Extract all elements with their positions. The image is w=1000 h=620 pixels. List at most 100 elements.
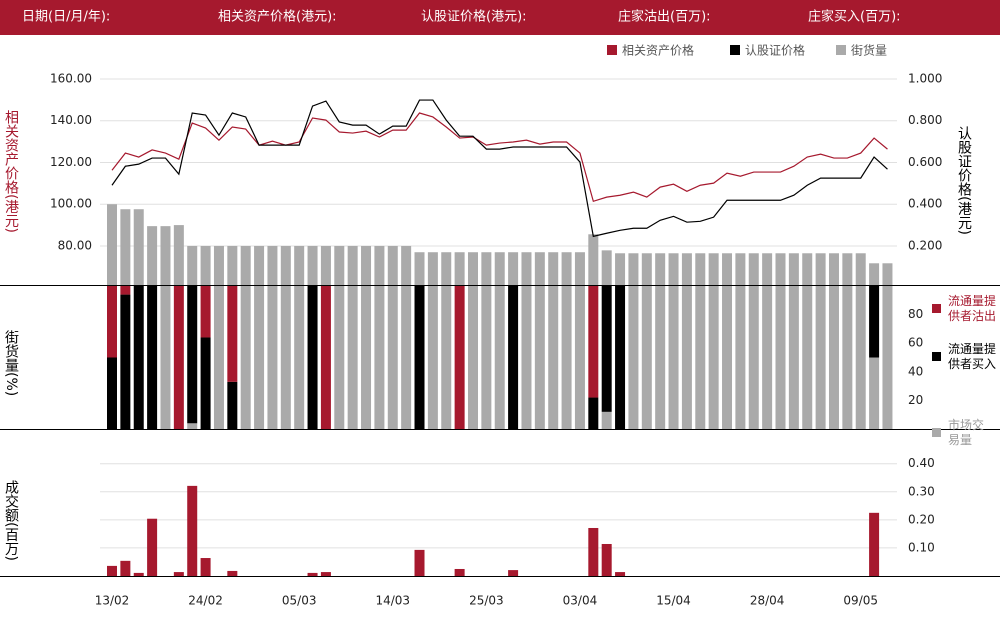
bar-segment	[588, 397, 599, 429]
bar-segment	[401, 286, 412, 429]
bar-segment	[534, 286, 545, 429]
bar	[147, 518, 158, 576]
bar	[200, 245, 211, 285]
bar-segment	[601, 286, 612, 412]
header-label: 认股证价格(港元):	[421, 9, 527, 25]
bar	[494, 252, 505, 285]
bar-segment	[467, 286, 478, 429]
bar	[668, 253, 679, 285]
bar-segment	[213, 286, 224, 429]
y-axis-title: 相关资产价格 (港元)	[2, 110, 19, 233]
legend-label: 流通量提供者沽出	[948, 294, 997, 323]
bar	[601, 543, 612, 576]
bar-segment	[147, 286, 158, 429]
y-tick-label: 0.20	[908, 512, 935, 526]
bar-segment	[574, 286, 585, 429]
legend-swatch	[836, 45, 846, 55]
bar-segment	[200, 286, 211, 338]
bar-segment	[120, 286, 131, 295]
bar	[508, 570, 519, 576]
bar-segment	[762, 286, 773, 429]
bar	[574, 252, 585, 285]
y-tick-label: 0.800	[908, 113, 942, 127]
bar-segment	[334, 286, 345, 429]
y-unit: (百万)	[3, 522, 19, 561]
y-tick-label: 1.000	[908, 71, 942, 85]
y-tick-label: 0.40	[908, 456, 935, 470]
header-label: 日期(日/月/年):	[22, 10, 110, 25]
y-unit: (港元)	[3, 194, 19, 233]
bar	[227, 570, 238, 576]
y-label: 街货量	[3, 330, 19, 372]
bar	[200, 558, 211, 576]
bar-segment	[387, 286, 398, 429]
header-label: 庄家买入(百万):	[808, 9, 901, 25]
bar-segment	[187, 286, 198, 424]
y-axis-title: 成交额 (百万)	[2, 480, 19, 561]
bar-segment	[842, 286, 853, 429]
bar-segment	[655, 286, 666, 429]
bar-segment	[320, 286, 331, 429]
bar	[748, 253, 759, 285]
bar-segment	[481, 286, 492, 429]
bar	[842, 253, 853, 285]
bar-segment	[454, 286, 465, 429]
bar-segment	[414, 286, 425, 429]
y-tick-label: 0.400	[908, 197, 942, 211]
bar	[508, 252, 519, 285]
bar-segment	[107, 357, 117, 429]
bar	[588, 527, 599, 576]
bar	[695, 253, 706, 285]
bar	[775, 253, 786, 285]
bar	[762, 253, 773, 285]
bar	[641, 253, 652, 285]
bar-segment	[855, 286, 866, 429]
bar-segment	[641, 286, 652, 429]
bar	[361, 245, 372, 285]
bar	[347, 245, 358, 285]
bar-segment	[361, 286, 372, 429]
bar	[869, 263, 880, 285]
bar-segment	[187, 423, 198, 429]
bar-segment	[601, 411, 612, 429]
bar	[294, 245, 305, 285]
bar-segment	[628, 286, 639, 429]
header-label: 庄家沽出(百万):	[618, 9, 711, 25]
bar	[454, 568, 465, 576]
line	[111, 99, 888, 238]
x-tick-label: 15/04	[656, 594, 691, 608]
bar	[548, 252, 559, 285]
bar	[615, 572, 626, 576]
x-tick-label: 14/03	[375, 594, 410, 608]
bar	[628, 253, 639, 285]
bar-segment	[133, 286, 144, 429]
bar-segment	[307, 286, 318, 429]
bar	[722, 253, 733, 285]
bar	[561, 252, 572, 285]
bar	[173, 572, 184, 576]
legend-swatch	[730, 45, 740, 55]
bar	[414, 549, 425, 576]
y-tick-label: 80	[908, 307, 923, 321]
bar	[467, 252, 478, 285]
bar-segment	[882, 286, 893, 429]
bar-segment	[347, 286, 358, 429]
header-label: 相关资产价格(港元):	[218, 9, 337, 25]
bar-segment	[294, 286, 305, 429]
bar	[454, 252, 465, 285]
bar-segment	[869, 286, 880, 358]
bar-segment	[869, 357, 880, 429]
bar-segment	[668, 286, 679, 429]
bar-segment	[107, 286, 117, 358]
y-tick-label: 0.10	[908, 540, 935, 554]
bar	[427, 252, 438, 285]
bar	[254, 245, 265, 285]
legend-label: 认股证价格	[745, 43, 805, 58]
bar	[107, 204, 117, 285]
y-tick-label: 40	[908, 364, 923, 378]
bar	[615, 253, 626, 285]
bar	[815, 253, 826, 285]
x-tick-label: 13/02	[95, 594, 130, 608]
